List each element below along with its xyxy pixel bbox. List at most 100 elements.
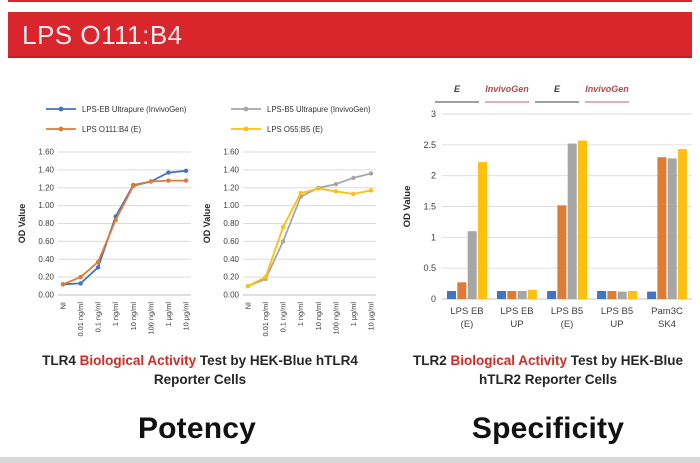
tlr2-bar-svg: E InvivoGen E InvivoGen 0 0.5 1 1.5 2 2.5 3 OD Valu… — [402, 84, 692, 330]
bar-orange — [657, 157, 667, 299]
bar-gray — [667, 158, 677, 299]
series-tlr4-b5-line-0 — [245, 171, 374, 289]
bar-gray — [467, 231, 477, 299]
data-point — [263, 274, 268, 280]
x-tick-label: 1 µg/ml — [164, 302, 173, 327]
annotation-InvivoGen: InvivoGen — [585, 84, 629, 103]
data-point — [316, 186, 321, 191]
x-tick-label: 0.01 ng/ml — [76, 302, 85, 337]
svg-text:LPS O55:B5 (E): LPS O55:B5 (E) — [267, 125, 323, 134]
y-tick-label: 0.80 — [38, 219, 54, 228]
y-tick-label: 1.40 — [38, 165, 54, 174]
bar-group-1: LPS EB UP — [497, 289, 537, 330]
page-title: LPS O111:B4 — [22, 19, 183, 50]
y-tick-label: 2 — [431, 171, 436, 181]
y-tick-label: 0.60 — [223, 237, 239, 246]
svg-text:LPS-B5 Ultrapure (InvivoGen): LPS-B5 Ultrapure (InvivoGen) — [267, 105, 371, 114]
bar-group-3: LPS B5 UP — [597, 291, 637, 330]
tlr2-caption: TLR2 Biological Activity Test by HEK-Blu… — [398, 352, 698, 390]
legend-item-tlr4-eb-line-0: LPS-EB Ultrapure (InvivoGen) — [46, 105, 187, 114]
y-tick-label: 0.00 — [38, 291, 54, 300]
y-tick-label: 3 — [431, 109, 436, 119]
y-tick-label: 0 — [431, 294, 436, 304]
tlr4-b5-line-chart: LPS-B5 Ultrapure (InvivoGen) LPS O55:B5 (… — [197, 95, 382, 345]
tlr4-caption-pre: TLR4 — [42, 353, 80, 368]
x-tick-label: UP — [610, 319, 623, 330]
bar-blue — [547, 291, 557, 299]
data-point — [166, 170, 171, 175]
bar-blue — [497, 291, 506, 299]
svg-text:LPS O111:B4 (E): LPS O111:B4 (E) — [82, 125, 141, 134]
y-axis-title: OD Value — [202, 204, 212, 244]
data-point — [78, 281, 83, 286]
y-tick-label: 2.5 — [423, 140, 436, 150]
x-tick-label: SK4 — [658, 319, 676, 330]
top-border-line — [8, 0, 692, 2]
y-tick-label: 1 — [431, 232, 436, 242]
tlr4-caption: TLR4 Biological Activity Test by HEK-Blu… — [22, 352, 378, 390]
data-point — [368, 171, 374, 176]
y-tick-label: 0.5 — [423, 263, 436, 273]
y-tick-label: 0.80 — [223, 219, 239, 228]
y-tick-label: 1.60 — [223, 148, 239, 157]
data-point — [333, 182, 339, 187]
x-tick-label: 10 µg/ml — [182, 302, 191, 331]
y-tick-label: 0.00 — [223, 291, 239, 300]
tlr2-caption-highlight: Biological Activity — [450, 353, 568, 368]
x-tick-label: 0.1 ng/ml — [279, 302, 288, 333]
y-tick-label: 0.40 — [38, 255, 54, 264]
series-tlr4-eb-line-1 — [60, 178, 189, 287]
data-point — [351, 191, 356, 197]
bar-orange — [457, 282, 467, 299]
y-tick-label: 0.20 — [38, 273, 54, 282]
data-point — [245, 283, 251, 289]
x-tick-label: (E) — [461, 319, 474, 330]
y-tick-label: 0.20 — [223, 273, 239, 282]
data-point — [280, 239, 286, 244]
bar-yellow — [478, 162, 487, 299]
bar-yellow — [677, 149, 687, 299]
bar-yellow — [628, 291, 637, 299]
x-tick-label: 1 µg/ml — [349, 302, 358, 327]
annotation-InvivoGen: InvivoGen — [485, 84, 529, 103]
annotation-E: E — [435, 84, 479, 103]
data-point — [131, 183, 136, 189]
bar-blue — [647, 291, 657, 299]
x-tick-label: NI — [59, 302, 68, 309]
x-tick-label: 100 ng/ml — [146, 302, 155, 335]
data-point — [280, 224, 286, 230]
bar-blue — [597, 291, 607, 299]
svg-text:InvivoGen: InvivoGen — [485, 84, 529, 94]
x-tick-label: LPS B5 — [551, 306, 583, 317]
bar-gray — [567, 143, 577, 299]
bar-group-2: LPS B5 (E) — [547, 140, 587, 330]
legend-item-tlr4-b5-line-0: LPS-B5 Ultrapure (InvivoGen) — [231, 105, 371, 114]
y-tick-label: 1.00 — [38, 201, 54, 210]
data-point — [95, 259, 101, 265]
y-tick-label: 1.00 — [223, 201, 239, 210]
y-tick-label: 0.40 — [223, 255, 239, 264]
y-tick-label: 1.20 — [223, 183, 239, 192]
tlr2-caption-pre: TLR2 — [412, 353, 451, 368]
bottom-border-strip — [0, 457, 700, 463]
tlr4-caption-post: Test by HEK-Blue hTLR4 Reporter Cells — [153, 353, 358, 387]
legend-item-tlr4-b5-line-1: LPS O55:B5 (E) — [231, 125, 323, 134]
x-tick-label: 100 ng/ml — [331, 302, 340, 335]
x-tick-label: 0.1 ng/ml — [94, 302, 103, 333]
data-point — [78, 274, 83, 280]
x-tick-label: 0.01 ng/ml — [261, 302, 270, 337]
data-point — [351, 175, 356, 181]
svg-text:E: E — [454, 84, 461, 94]
bar-yellow — [578, 140, 587, 299]
annotation-E: E — [535, 84, 579, 103]
tlr4-caption-highlight: Biological Activity — [79, 353, 197, 368]
data-point — [333, 189, 339, 194]
y-tick-label: 1.5 — [423, 202, 436, 212]
bar-orange — [507, 291, 517, 299]
bar-yellow — [527, 289, 537, 300]
tlr4-eb-line-chart: LPS-EB Ultrapure (InvivoGen) LPS O111:B4 … — [12, 95, 197, 345]
y-tick-label: 1.20 — [38, 183, 54, 192]
data-point — [183, 168, 189, 173]
tlr4-b5-line-svg: LPS-B5 Ultrapure (InvivoGen) LPS O55:B5 (… — [202, 105, 376, 337]
bar-gray — [517, 291, 527, 299]
